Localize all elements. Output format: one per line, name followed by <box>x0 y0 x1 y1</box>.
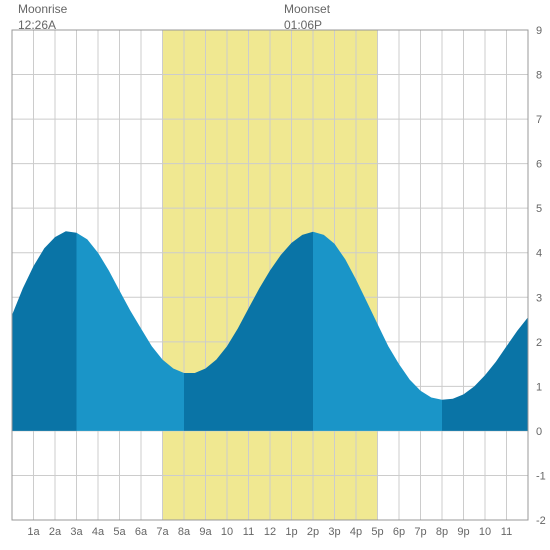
chart-svg: -2-101234567891a2a3a4a5a6a7a8a9a1011121p… <box>0 0 550 550</box>
x-tick-label: 11 <box>243 526 254 538</box>
y-tick-label: 3 <box>536 292 542 304</box>
x-tick-label: 5a <box>113 526 126 538</box>
y-tick-label: 4 <box>536 248 542 260</box>
x-tick-label: 10 <box>479 526 491 538</box>
x-tick-label: 6a <box>135 526 148 538</box>
x-tick-label: 9a <box>199 526 212 538</box>
x-tick-label: 12 <box>264 526 276 538</box>
moonset-title: Moonset <box>284 2 330 16</box>
x-tick-label: 2a <box>49 526 62 538</box>
y-tick-label: 1 <box>536 381 542 393</box>
y-tick-label: 7 <box>536 114 542 126</box>
x-tick-label: 2p <box>307 526 319 538</box>
x-tick-label: 8p <box>436 526 448 538</box>
tide-chart: Moonrise 12:26A Moonset 01:06P -2-101234… <box>0 0 550 550</box>
y-tick-label: 8 <box>536 70 542 82</box>
x-tick-label: 8a <box>178 526 191 538</box>
x-tick-label: 4p <box>350 526 362 538</box>
x-tick-label: 1a <box>27 526 40 538</box>
y-tick-label: 6 <box>536 159 542 171</box>
x-tick-label: 9p <box>457 526 469 538</box>
moonrise-label: Moonrise 12:26A <box>18 2 67 33</box>
y-tick-label: -1 <box>536 470 546 482</box>
x-tick-label: 11 <box>501 526 512 538</box>
y-tick-label: -2 <box>536 515 546 527</box>
x-tick-label: 4a <box>92 526 105 538</box>
y-tick-label: 5 <box>536 203 542 215</box>
y-tick-label: 9 <box>536 25 542 37</box>
moonset-time: 01:06P <box>284 18 322 32</box>
y-tick-label: 2 <box>536 337 542 349</box>
x-tick-label: 5p <box>371 526 383 538</box>
x-tick-label: 7p <box>414 526 426 538</box>
moonrise-title: Moonrise <box>18 2 67 16</box>
moonset-label: Moonset 01:06P <box>284 2 330 33</box>
moonrise-time: 12:26A <box>18 18 56 32</box>
x-tick-label: 1p <box>285 526 297 538</box>
x-tick-label: 3a <box>70 526 83 538</box>
x-tick-label: 6p <box>393 526 405 538</box>
x-tick-label: 3p <box>328 526 340 538</box>
x-tick-label: 10 <box>221 526 233 538</box>
y-tick-label: 0 <box>536 426 542 438</box>
x-tick-label: 7a <box>156 526 169 538</box>
